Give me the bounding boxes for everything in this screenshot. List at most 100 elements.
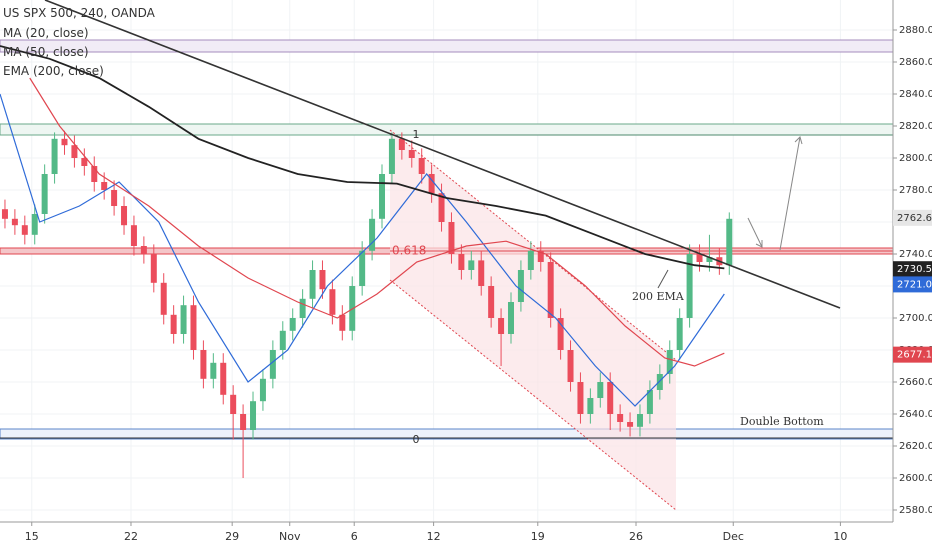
fib-label: 0.618 xyxy=(392,244,426,258)
candle-body xyxy=(379,174,386,219)
candle-body xyxy=(696,254,703,262)
channel-line xyxy=(389,279,677,511)
y-tick-label: 2860.0 xyxy=(899,57,932,68)
candle-body xyxy=(51,138,58,174)
candle-body xyxy=(339,314,346,331)
candle-body xyxy=(279,330,286,350)
candle-body xyxy=(666,350,673,374)
candle-body xyxy=(130,225,137,246)
moving-average xyxy=(29,77,725,367)
candle-body xyxy=(269,350,276,379)
price-label-box xyxy=(893,276,932,293)
y-tick-label: 2620.0 xyxy=(899,441,932,452)
price-label: 2677.1 xyxy=(897,350,932,361)
price-label-box xyxy=(893,261,932,278)
trend-line xyxy=(44,0,841,309)
candle-body xyxy=(309,270,316,299)
candle-body xyxy=(289,318,296,331)
candle-body xyxy=(458,254,465,270)
candle-body xyxy=(180,305,187,334)
candle-body xyxy=(240,414,247,430)
x-tick-label: 22 xyxy=(124,530,138,543)
fib-label: 1 xyxy=(413,128,420,141)
candle-body xyxy=(468,260,475,270)
candle-body xyxy=(507,302,514,334)
x-tick-label: 26 xyxy=(629,530,643,543)
candle-body xyxy=(121,206,128,226)
y-tick-label: 2660.0 xyxy=(899,377,932,388)
candle-body xyxy=(11,218,18,226)
annotation: 200 EMA xyxy=(632,290,685,303)
candle-body xyxy=(607,382,614,414)
candle-body xyxy=(140,246,147,254)
x-tick-label: 10 xyxy=(833,530,847,543)
candle-body xyxy=(726,218,733,266)
candle-body xyxy=(646,390,653,414)
price-label: 2721.0 xyxy=(897,279,932,290)
candle-body xyxy=(676,318,683,350)
y-tick-label: 2640.0 xyxy=(899,409,932,420)
candle-body xyxy=(71,145,78,158)
candle-body xyxy=(329,289,336,315)
candle-body xyxy=(428,174,435,194)
price-label-box xyxy=(893,209,932,226)
candle-body xyxy=(230,394,237,414)
candle-body xyxy=(170,314,177,334)
arrow xyxy=(779,136,801,251)
candle-body xyxy=(567,350,574,382)
candle-body xyxy=(398,138,405,150)
arrow xyxy=(657,269,669,289)
candle-body xyxy=(91,166,98,182)
candle-body xyxy=(111,190,118,206)
candle-body xyxy=(408,150,415,158)
candle-body xyxy=(488,286,495,318)
candle-body xyxy=(200,350,207,379)
candle-body xyxy=(101,182,108,190)
candle-body xyxy=(150,254,157,283)
y-tick-label: 2580.0 xyxy=(899,505,932,516)
x-tick-label: 29 xyxy=(225,530,239,543)
candle-body xyxy=(210,362,217,379)
x-tick-label: Dec xyxy=(723,530,744,543)
price-label: 2762.6 xyxy=(897,213,932,224)
legend-entry: EMA (200, close) xyxy=(3,64,104,78)
legend-title: US SPX 500, 240, OANDA xyxy=(3,6,156,20)
candle-body xyxy=(160,282,167,315)
candle-body xyxy=(627,422,634,427)
arrow-head xyxy=(794,136,803,145)
legend-entry: MA (20, close) xyxy=(3,26,89,40)
candle-body xyxy=(448,222,455,254)
x-tick-label: 12 xyxy=(427,530,441,543)
candle-body xyxy=(369,218,376,251)
channel-line xyxy=(389,129,677,361)
candle-body xyxy=(636,414,643,427)
candle-body xyxy=(388,138,395,174)
price-label-box xyxy=(893,346,932,363)
arrow-head xyxy=(755,240,763,248)
candle-body xyxy=(250,401,257,430)
x-tick-label: 19 xyxy=(531,530,545,543)
candle-body xyxy=(1,209,8,219)
moving-average xyxy=(0,45,725,270)
candle-body xyxy=(587,398,594,414)
candle-body xyxy=(418,158,425,174)
candle-body xyxy=(81,158,88,166)
candle-body xyxy=(438,193,445,222)
candle-body xyxy=(557,318,564,350)
candle-body xyxy=(617,414,624,422)
y-tick-label: 2820.0 xyxy=(899,121,932,132)
resistance-zone xyxy=(0,39,894,53)
candle-body xyxy=(319,270,326,290)
candle-body xyxy=(41,174,48,214)
axis-labels: 2580.02600.02620.02640.02660.02680.02700… xyxy=(25,25,932,543)
candle-body xyxy=(686,254,693,318)
arrow xyxy=(747,217,763,248)
candle-body xyxy=(299,298,306,318)
y-tick-label: 2780.0 xyxy=(899,185,932,196)
y-tick-label: 2740.0 xyxy=(899,249,932,260)
candle-body xyxy=(527,250,534,270)
annotation: Double Bottom xyxy=(740,415,824,428)
candle-body xyxy=(517,270,524,302)
candle-body xyxy=(597,382,604,398)
candle-body xyxy=(706,257,713,262)
